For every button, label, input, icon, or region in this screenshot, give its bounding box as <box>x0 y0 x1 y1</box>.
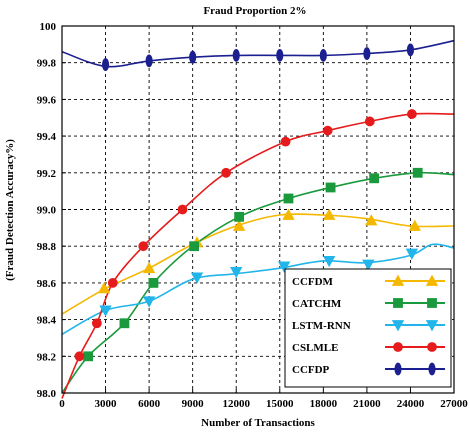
data-point-catchm <box>189 241 200 252</box>
data-point-ccfdp <box>145 54 153 68</box>
legend: CCFDM CATCHM LSTM-RNN CSLMLE CCFDP <box>284 268 452 388</box>
legend-label-ccfdm: CCFDM <box>292 276 334 288</box>
y-tick-label: 99.6 <box>37 94 57 106</box>
data-point-ccfdm <box>322 208 336 220</box>
data-point-ccfdm <box>365 214 378 226</box>
data-point-ccfdp <box>319 48 327 62</box>
data-point-cslmle <box>177 204 188 215</box>
legend-marker-catchm <box>393 298 403 308</box>
data-point-catchm <box>283 193 294 204</box>
legend-label-catchm: CATCHM <box>292 298 342 310</box>
data-point-lstm-rnn <box>230 266 243 279</box>
data-point-cslmle <box>74 351 85 362</box>
x-tick-label: 3000 <box>95 398 118 410</box>
y-tick-label: 99.4 <box>37 131 57 143</box>
y-tick-label: 100 <box>40 21 57 33</box>
data-point-catchm <box>325 182 336 193</box>
data-point-ccfdp <box>406 43 414 57</box>
data-point-cslmle <box>406 109 417 119</box>
x-tick-label: 24000 <box>397 398 425 410</box>
data-point-catchm <box>83 351 94 362</box>
data-point-ccfdp <box>189 50 197 64</box>
legend-label-lstm-rnn: LSTM-RNN <box>292 320 351 332</box>
data-point-cslmle <box>221 167 231 178</box>
y-tick-label: 98.2 <box>37 351 57 363</box>
x-tick-label: 18000 <box>310 398 338 410</box>
y-axis-title: (Fraud Detection Accuracy%) <box>4 139 16 281</box>
data-point-cslmle <box>280 136 291 147</box>
data-point-ccfdm <box>408 219 421 231</box>
legend-marker-ccfdp <box>394 362 402 376</box>
y-tick-label: 98.4 <box>37 315 57 327</box>
data-point-cslmle <box>138 241 149 252</box>
x-axis-title: Number of Transactions <box>201 417 315 429</box>
series-line-lstm-rnn <box>61 243 455 336</box>
legend-label-ccfdp: CCFDP <box>292 364 330 376</box>
data-point-lstm-rnn <box>405 248 419 260</box>
series-line-ccfdp <box>61 39 455 68</box>
x-tick-label: 27000 <box>440 398 468 410</box>
data-point-ccfdp <box>276 48 284 62</box>
y-tick-label: 98.0 <box>37 388 57 400</box>
x-tick-label: 15000 <box>266 398 294 410</box>
data-point-cslmle <box>91 318 102 329</box>
legend-marker-ccfdp <box>428 362 436 376</box>
y-tick-label: 99.8 <box>37 58 57 70</box>
data-point-lstm-rnn <box>142 296 156 308</box>
series-line-ccfdm <box>61 213 455 315</box>
y-tick-label: 98.6 <box>37 278 57 290</box>
data-point-cslmle <box>364 116 375 127</box>
legend-marker-catchm <box>427 298 437 308</box>
series-markers <box>74 43 423 362</box>
legend-marker-cslmle <box>427 342 437 352</box>
data-point-ccfdp <box>232 48 240 62</box>
legend-marker-cslmle <box>393 342 403 352</box>
y-axis-ticks: 98.0 98.2 98.4 98.6 98.8 99.0 99.2 99.4 99.6 99.8… <box>37 21 66 400</box>
data-point-ccfdm <box>97 282 111 294</box>
y-tick-label: 99.0 <box>37 205 57 217</box>
data-point-lstm-rnn <box>99 305 112 317</box>
data-point-catchm <box>234 211 245 222</box>
data-point-lstm-rnn <box>277 261 291 273</box>
x-tick-label: 21000 <box>353 398 381 410</box>
data-point-ccfdp <box>363 47 371 60</box>
x-tick-label: 6000 <box>138 398 161 410</box>
data-point-cslmle <box>107 277 118 288</box>
legend-marker-lstm-rnn <box>425 320 439 332</box>
data-point-catchm <box>412 167 423 178</box>
x-tick-label: 12000 <box>222 398 250 410</box>
legend-marker-ccfdm <box>391 274 405 286</box>
data-point-ccfdp <box>102 58 110 71</box>
data-point-ccfdm <box>142 261 156 274</box>
data-point-lstm-rnn <box>322 255 336 268</box>
chart-title: Fraud Proportion 2% <box>203 5 306 17</box>
data-point-catchm <box>148 277 159 288</box>
y-tick-label: 98.8 <box>37 241 57 253</box>
x-tick-label: 0 <box>59 398 65 410</box>
data-point-ccfdm <box>282 208 295 220</box>
data-point-catchm <box>119 318 130 329</box>
x-axis-ticks: 0 3000 6000 9000 12000 15000 18000 21000 24000 27… <box>59 389 468 410</box>
legend-marker-lstm-rnn <box>391 320 405 332</box>
data-point-cslmle <box>322 125 333 136</box>
y-tick-label: 99.2 <box>37 168 57 180</box>
x-tick-label: 9000 <box>182 398 205 410</box>
data-point-lstm-rnn <box>190 272 204 284</box>
data-point-catchm <box>369 173 380 184</box>
legend-box <box>284 268 452 388</box>
legend-label-cslmle: CSLMLE <box>292 342 338 354</box>
data-point-lstm-rnn <box>362 259 375 271</box>
data-point-ccfdm <box>232 219 246 231</box>
legend-marker-ccfdm <box>425 274 439 286</box>
